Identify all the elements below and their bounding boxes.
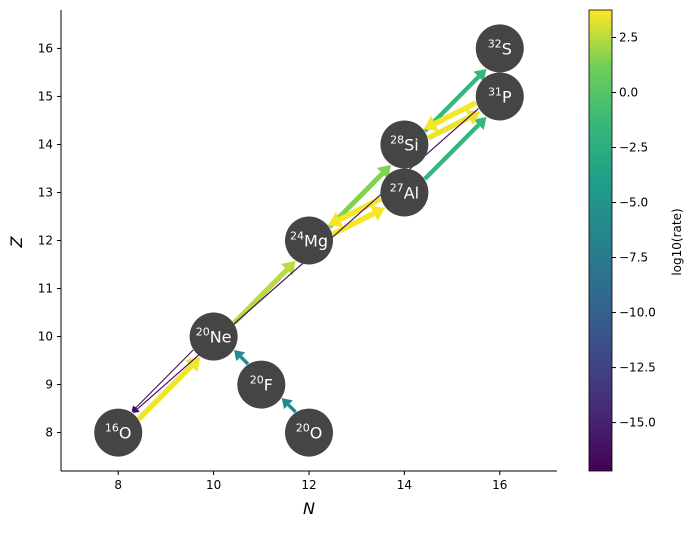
nuclide-node-O20: 20O (285, 408, 333, 457)
reaction-link-O20-F20 (281, 398, 297, 414)
nuclide-node-P31: 31P (475, 72, 524, 121)
x-tick-label: 16 (492, 478, 507, 492)
colorbar-tick-label: −7.5 (619, 251, 648, 265)
y-tick-label: 16 (38, 41, 53, 55)
y-axis-label: Z (7, 235, 26, 248)
y-tick-label: 14 (38, 137, 53, 151)
x-axis-label: N (303, 499, 315, 518)
y-tick-label: 8 (45, 426, 53, 440)
x-tick-label: 10 (206, 478, 221, 492)
colorbar-tick-label: −10.0 (619, 306, 656, 320)
reaction-link-Al27-P31 (423, 116, 487, 181)
nuclide-node-O16: 16O (94, 408, 143, 457)
y-tick-label: 12 (38, 234, 53, 248)
x-tick-label: 12 (301, 478, 316, 492)
nuclide-node-Si28: 28Si (380, 120, 429, 169)
reaction-link-F20-Ne20 (234, 350, 250, 366)
y-tick-label: 10 (38, 330, 53, 344)
nuclide-label: 28Si (390, 133, 419, 154)
x-tick-label: 8 (114, 478, 122, 492)
reaction-link-Si28-P31 (426, 109, 481, 141)
reaction-link-Ne20-O16 (131, 349, 194, 413)
colorbar-ticks: 2.5 0.0 −2.5 −5.0 −7.5 −10.0 −12.5 −15.0 (612, 31, 656, 430)
y-axis-ticks: 8 9 10 11 12 13 14 15 16 (38, 41, 61, 440)
colorbar (588, 9, 613, 472)
nuclide-node-Ne20: 20Ne (189, 312, 238, 361)
reaction-link-P31-Si28 (423, 100, 478, 132)
y-tick-label: 15 (38, 89, 53, 103)
nuclide-node-Al27: 27Al (380, 168, 429, 217)
reaction-links (131, 68, 487, 421)
y-tick-label: 11 (38, 282, 53, 296)
nuclide-label: 24Mg (290, 230, 328, 251)
nuclide-label: 16O (105, 422, 132, 443)
nuclide-label: 32S (488, 37, 512, 58)
reaction-link-Ne20-Mg24 (232, 261, 296, 325)
nuclide-label: 31P (488, 85, 512, 106)
colorbar-tick-label: 0.0 (619, 86, 638, 100)
nuclide-node-F20: 20F (237, 360, 286, 409)
nuclide-label: 20Ne (196, 326, 232, 347)
nuclide-node-S32: 32S (475, 24, 524, 73)
colorbar-label: log10(rate) (670, 208, 684, 275)
y-tick-label: 9 (45, 378, 53, 392)
nuclide-label: 27Al (390, 181, 419, 202)
colorbar-tick-label: 2.5 (619, 31, 638, 45)
nuclide-label: 20F (250, 374, 273, 395)
colorbar-tick-label: −15.0 (619, 416, 656, 430)
y-tick-label: 13 (38, 185, 53, 199)
nuclide-node-Mg24: 24Mg (285, 216, 333, 265)
colorbar-tick-label: −12.5 (619, 361, 656, 375)
x-axis-ticks: 8 10 12 14 16 (114, 471, 507, 492)
x-tick-label: 14 (397, 478, 412, 492)
nuclide-label: 20O (296, 422, 323, 443)
reaction-link-Al27-Mg24 (328, 196, 382, 228)
colorbar-tick-label: −5.0 (619, 196, 648, 210)
nuclide-nodes: 16O 20O 20F 20Ne 24Mg 27Al 28Si 31P 32S (94, 24, 524, 457)
colorbar-tick-label: −2.5 (619, 141, 648, 155)
reaction-link-O16-Ne20 (136, 357, 201, 421)
